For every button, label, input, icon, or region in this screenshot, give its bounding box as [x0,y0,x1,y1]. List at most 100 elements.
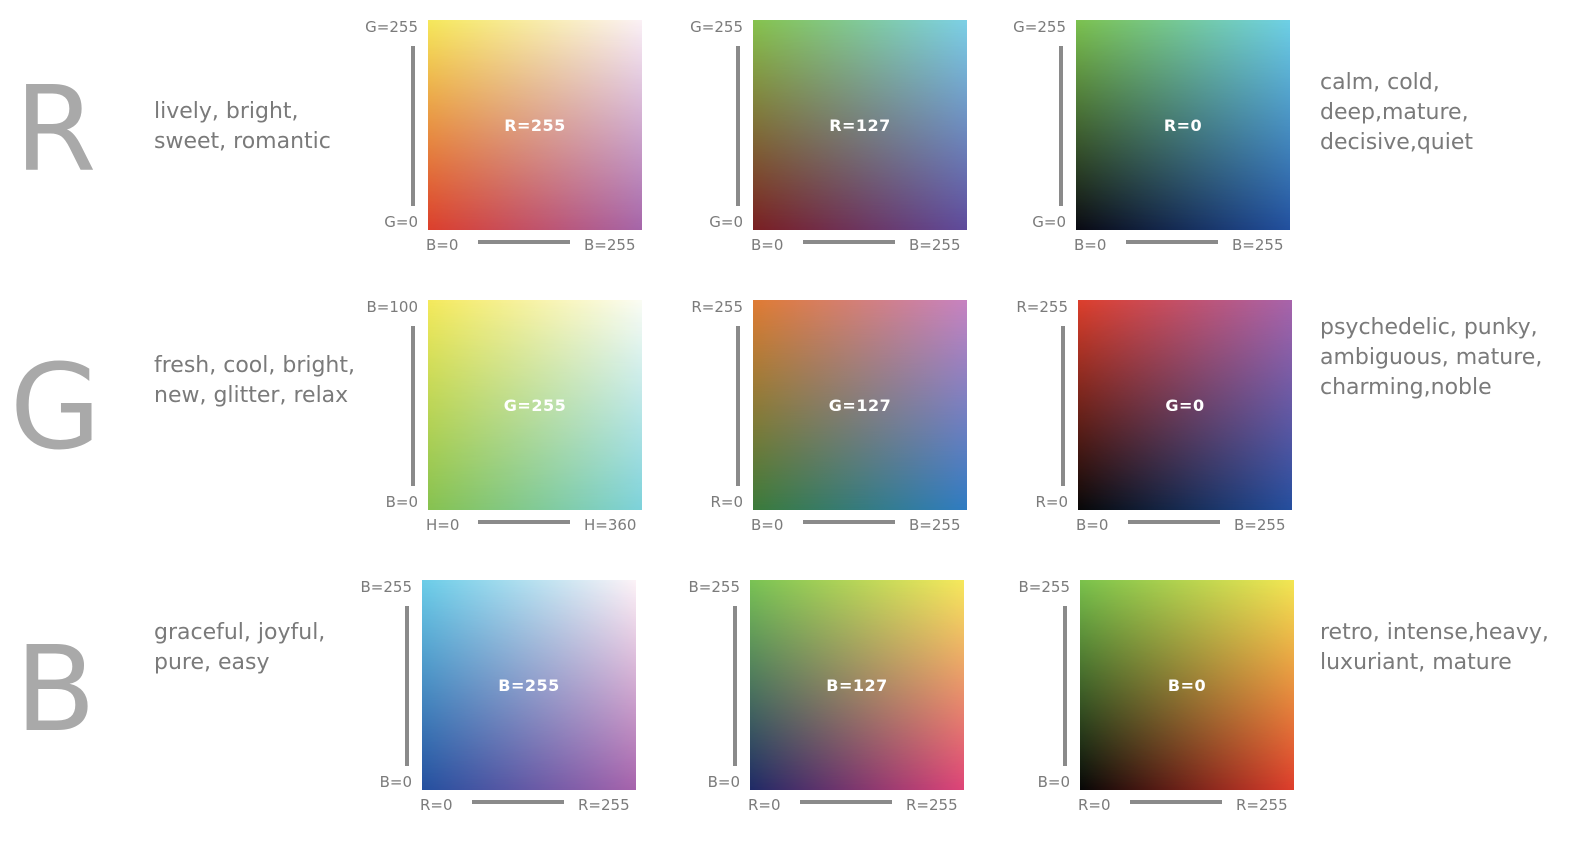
channel-value-label: B=0 [1167,675,1207,695]
y-axis-bottom-label: R=0 [1035,493,1068,511]
y-axis-bar [411,326,415,486]
gradient-top-layer [753,20,967,230]
color-gradient-square: G=0 [1078,300,1292,510]
description-line: pure, easy [154,650,270,675]
color-gradient-square: B=255 [422,580,636,790]
x-axis-right-label: B=255 [1234,516,1286,534]
color-gradient-square: G=255 [428,300,642,510]
right-description-b: retro, intense,heavy, luxuriant, mature [1320,618,1549,678]
color-square-panel: B=100 B=0 G=255 H=0 H=360 [358,290,688,545]
description-line: retro, intense,heavy, [1320,620,1549,645]
y-axis-bar [1061,326,1065,486]
x-axis-left-label: R=0 [1078,796,1111,814]
gradient-top-layer [428,300,642,510]
gradient-top-layer [428,20,642,230]
channel-value-label: G=0 [1165,395,1205,415]
channel-value-label: G=127 [828,395,892,415]
gradient-top-layer [1076,20,1290,230]
row-letter-g: G [9,338,102,476]
x-axis-right-label: R=255 [578,796,630,814]
x-axis-right-label: H=360 [584,516,637,534]
gradient-top-layer [1078,300,1292,510]
x-axis-bar [478,520,570,524]
channel-value-label: R=127 [829,115,891,135]
description-line: lively, bright, [154,99,299,124]
y-axis-top-label: B=255 [360,578,413,596]
y-axis-bottom-label: B=0 [385,493,418,511]
x-axis-bar [1128,520,1220,524]
x-axis-left-label: B=0 [1074,236,1107,254]
gradient-top-layer [1080,580,1294,790]
y-axis-top-label: G=255 [1013,18,1066,36]
y-axis-bottom-label: G=0 [384,213,418,231]
color-square-panel: B=255 B=0 B=0 R=0 R=255 [1010,570,1340,825]
x-axis-right-label: R=255 [906,796,958,814]
color-gradient-square: R=255 [428,20,642,230]
y-axis-bottom-label: G=0 [1032,213,1066,231]
x-axis-bar [1130,800,1222,804]
color-square-panel: G=255 G=0 R=255 B=0 B=255 [358,10,688,265]
color-gradient-square: R=0 [1076,20,1290,230]
left-description-r: lively, bright, sweet, romantic [154,97,331,157]
y-axis-bar [1059,46,1063,206]
x-axis-bar [800,800,892,804]
y-axis-top-label: G=255 [690,18,743,36]
x-axis-bar [472,800,564,804]
color-square-panel: G=255 G=0 R=127 B=0 B=255 [683,10,1013,265]
color-gradient-square: B=127 [750,580,964,790]
left-description-b: graceful, joyful, pure, easy [154,618,325,678]
description-line: fresh, cool, bright, [154,353,355,378]
gradient-top-layer [750,580,964,790]
y-axis-bar [733,606,737,766]
y-axis-bottom-label: B=0 [379,773,412,791]
description-line: decisive,quiet [1320,130,1474,155]
y-axis-bottom-label: B=0 [707,773,740,791]
y-axis-bar [736,46,740,206]
right-description-r: calm, cold, deep,mature, decisive,quiet [1320,68,1473,158]
channel-value-label: B=255 [498,675,560,695]
right-description-g: psychedelic, punky, ambiguous, mature, c… [1320,313,1542,403]
y-axis-top-label: B=100 [366,298,419,316]
row-letter-b: B [15,620,96,758]
gradient-top-layer [753,300,967,510]
color-gradient-square: G=127 [753,300,967,510]
color-square-panel: B=255 B=0 B=127 R=0 R=255 [680,570,1010,825]
description-line: new, glitter, relax [154,383,349,408]
color-square-panel: R=255 R=0 G=127 B=0 B=255 [683,290,1013,545]
y-axis-top-label: B=255 [1018,578,1071,596]
y-axis-top-label: G=255 [365,18,418,36]
x-axis-left-label: B=0 [751,516,784,534]
color-square-panel: R=255 R=0 G=0 B=0 B=255 [1008,290,1338,545]
description-line: calm, cold, [1320,70,1440,95]
x-axis-bar [803,520,895,524]
description-line: graceful, joyful, [154,620,326,645]
gradient-top-layer [422,580,636,790]
x-axis-left-label: H=0 [426,516,460,534]
y-axis-bar [411,46,415,206]
y-axis-bottom-label: B=0 [1037,773,1070,791]
row-letter-r: R [14,60,97,198]
x-axis-left-label: R=0 [420,796,453,814]
x-axis-bar [1126,240,1218,244]
y-axis-bottom-label: R=0 [710,493,743,511]
y-axis-bottom-label: G=0 [709,213,743,231]
channel-value-label: G=255 [503,395,567,415]
description-line: deep,mature, [1320,100,1469,125]
x-axis-right-label: B=255 [1232,236,1284,254]
x-axis-right-label: B=255 [584,236,636,254]
x-axis-right-label: B=255 [909,236,961,254]
x-axis-left-label: R=0 [748,796,781,814]
description-line: sweet, romantic [154,129,331,154]
channel-value-label: R=0 [1163,115,1203,135]
y-axis-bar [1063,606,1067,766]
x-axis-left-label: B=0 [426,236,459,254]
description-line: psychedelic, punky, [1320,315,1538,340]
x-axis-right-label: R=255 [1236,796,1288,814]
x-axis-bar [803,240,895,244]
description-line: luxuriant, mature [1320,650,1512,675]
y-axis-top-label: B=255 [688,578,741,596]
y-axis-top-label: R=255 [691,298,743,316]
channel-value-label: B=127 [826,675,888,695]
description-line: charming,noble [1320,375,1492,400]
color-gradient-square: B=0 [1080,580,1294,790]
